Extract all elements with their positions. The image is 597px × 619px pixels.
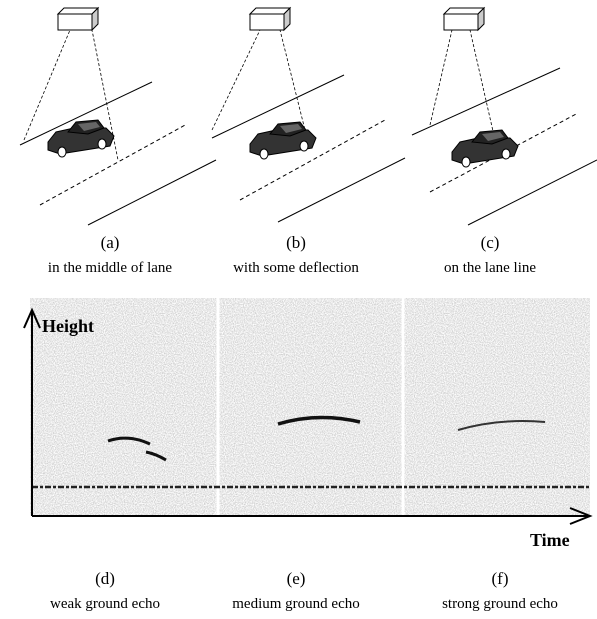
panel-caption: with some deflection [233,260,359,276]
lane-line [468,160,597,225]
panel-label: (b) [286,233,306,252]
panel-label: (f) [492,569,509,588]
lane-line [412,68,560,135]
radar-image [30,298,590,516]
sensor [250,8,290,30]
panel-caption: strong ground echo [442,596,558,612]
sensor [444,8,484,30]
panel-caption: medium ground echo [232,596,359,612]
car [48,120,114,157]
y-axis-label: Height [42,316,94,336]
lane-line [88,160,216,225]
sensor [58,8,98,30]
panel-caption: in the middle of lane [48,260,172,276]
lane-dash [240,120,385,200]
x-axis-label: Time [530,530,570,550]
sensor-cone [430,30,495,140]
noise [30,298,590,516]
lane-line [278,158,405,222]
car [250,122,316,159]
panel-caption: weak ground echo [50,596,160,612]
panel-label: (d) [95,569,115,588]
panel-label: (c) [481,233,500,252]
panel-a [20,8,216,225]
panel-label: (e) [287,569,306,588]
car [452,130,518,167]
panel-b [212,8,405,222]
panel-caption: on the lane line [444,260,536,276]
panel-label: (a) [101,233,120,252]
panel-c [412,8,597,225]
figure: (a) in the middle of lane (b) with some … [0,0,597,619]
